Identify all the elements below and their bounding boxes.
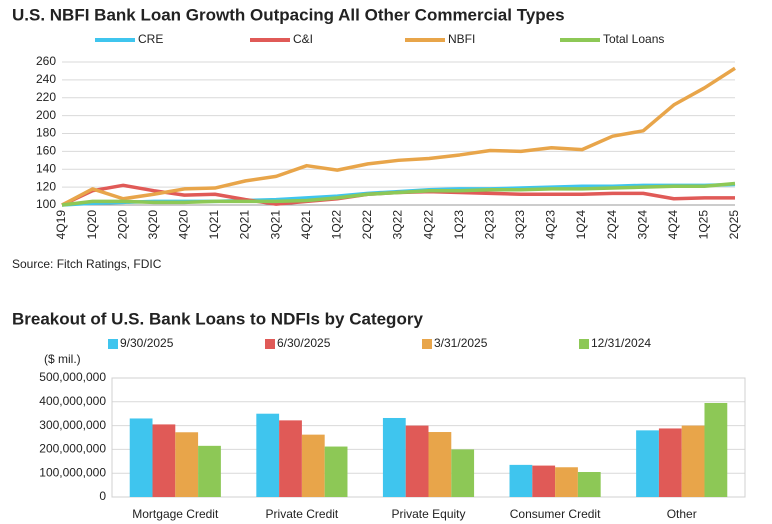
legend-label: 12/31/2024 <box>591 336 651 350</box>
x-tick-label: 3Q22 <box>391 210 405 240</box>
bar <box>405 425 429 497</box>
x-tick-label: Private Credit <box>266 507 339 521</box>
legend-label: 9/30/2025 <box>120 336 174 350</box>
x-tick-label: 1Q23 <box>452 210 466 240</box>
x-tick-label: Consumer Credit <box>510 507 601 521</box>
y-tick-label: 300,000,000 <box>39 418 106 432</box>
x-tick-label: Private Equity <box>391 507 465 521</box>
y-axis-label: ($ mil.) <box>44 352 81 366</box>
x-tick-label: 4Q19 <box>54 210 68 240</box>
bar <box>509 464 533 497</box>
bar <box>658 428 682 497</box>
x-tick-label: 3Q23 <box>513 210 527 240</box>
legend-label: CRE <box>138 32 163 46</box>
x-tick-label: 1Q21 <box>207 210 221 240</box>
x-tick-label: 3Q20 <box>146 210 160 240</box>
y-tick-label: 200,000,000 <box>39 442 106 456</box>
line-series <box>61 181 736 207</box>
legend-swatch <box>108 339 118 349</box>
x-tick-label: 2Q24 <box>605 210 619 240</box>
x-tick-label: 1Q24 <box>574 210 588 240</box>
x-tick-label: 1Q20 <box>85 210 99 240</box>
legend-swatch <box>422 339 432 349</box>
y-tick-label: 0 <box>99 489 106 503</box>
line-series <box>61 66 736 207</box>
legend-label: NBFI <box>448 32 475 46</box>
legend-swatch <box>265 339 275 349</box>
x-tick-label: Other <box>667 507 697 521</box>
x-tick-label: 2Q25 <box>727 210 741 240</box>
x-tick-label: 4Q23 <box>544 210 558 240</box>
bar <box>175 432 199 497</box>
x-tick-label: Mortgage Credit <box>132 507 219 521</box>
x-tick-label: 2Q21 <box>238 210 252 240</box>
y-tick-label: 240 <box>36 72 56 86</box>
bar <box>704 402 728 497</box>
y-tick-label: 140 <box>36 161 56 175</box>
bar <box>256 413 280 497</box>
bar <box>532 465 556 497</box>
x-tick-label: 3Q21 <box>268 210 282 240</box>
bar <box>428 432 452 497</box>
y-tick-label: 160 <box>36 144 56 158</box>
y-tick-label: 100 <box>36 197 56 211</box>
y-tick-label: 200 <box>36 108 56 122</box>
bar <box>451 449 475 497</box>
x-tick-label: 1Q25 <box>697 210 711 240</box>
legend-label: Total Loans <box>603 32 664 46</box>
bar <box>382 417 406 497</box>
bar <box>129 418 153 497</box>
bar <box>577 472 601 497</box>
chart-title: U.S. NBFI Bank Loan Growth Outpacing All… <box>12 5 565 24</box>
bar <box>681 425 705 497</box>
y-tick-label: 220 <box>36 90 56 104</box>
bar <box>324 446 348 497</box>
y-tick-label: 120 <box>36 179 56 193</box>
y-tick-label: 400,000,000 <box>39 394 106 408</box>
bar <box>636 430 659 497</box>
x-tick-label: 2Q23 <box>482 210 496 240</box>
y-tick-label: 500,000,000 <box>39 370 106 384</box>
y-tick-label: 180 <box>36 126 56 140</box>
bar <box>555 467 578 497</box>
x-tick-label: 1Q22 <box>329 210 343 240</box>
x-tick-label: 2Q20 <box>115 210 129 240</box>
legend-label: 3/31/2025 <box>434 336 488 350</box>
legend-label: C&I <box>293 32 313 46</box>
x-tick-label: 3Q24 <box>635 210 649 240</box>
bar <box>198 445 221 497</box>
x-tick-label: 4Q22 <box>421 210 435 240</box>
x-tick-label: 4Q21 <box>299 210 313 240</box>
source-note: Source: Fitch Ratings, FDIC <box>12 257 162 271</box>
x-tick-label: 2Q22 <box>360 210 374 240</box>
x-tick-label: 4Q24 <box>666 210 680 240</box>
bar <box>301 434 325 497</box>
bar <box>279 420 302 497</box>
legend-swatch <box>579 339 589 349</box>
y-tick-label: 100,000,000 <box>39 465 106 479</box>
legend-label: 6/30/2025 <box>277 336 331 350</box>
chart-title: Breakout of U.S. Bank Loans to NDFIs by … <box>12 309 423 328</box>
y-tick-label: 260 <box>36 54 56 68</box>
x-tick-label: 4Q20 <box>177 210 191 240</box>
bar <box>152 424 176 497</box>
